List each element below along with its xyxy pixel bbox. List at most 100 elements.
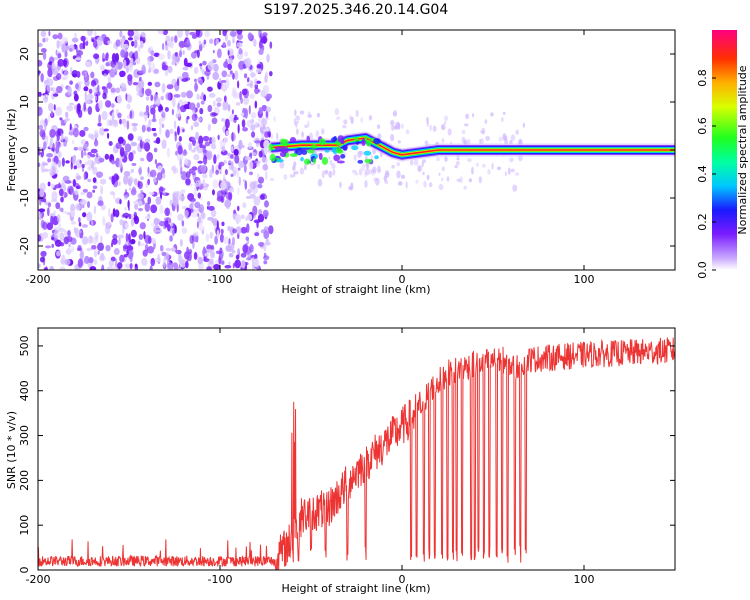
noise-blob <box>127 74 133 82</box>
noise-blob <box>197 213 200 217</box>
noise-blob <box>255 121 258 129</box>
noise-blob <box>80 192 86 196</box>
noise-blob <box>250 118 255 124</box>
noise-blob <box>240 214 245 220</box>
noise-blob <box>162 258 166 268</box>
noise-blob <box>107 75 112 84</box>
noise-blob <box>93 129 99 140</box>
noise-blob <box>150 223 155 227</box>
noise-blob <box>131 186 136 194</box>
noise-blob <box>236 33 243 41</box>
noise-blob <box>242 107 248 115</box>
noise-blob <box>254 160 261 164</box>
noise-blob <box>264 75 268 83</box>
noise-blob <box>156 172 163 181</box>
noise-blob <box>151 127 157 132</box>
noise-blob <box>216 153 220 160</box>
noise-blob <box>55 106 63 116</box>
colorbar-tick-label: 0.8 <box>696 69 709 87</box>
noise-blob <box>86 247 93 252</box>
noise-blob <box>39 256 45 263</box>
noise-blob <box>176 78 180 87</box>
noise-blob <box>329 159 333 166</box>
noise-blob <box>110 85 116 96</box>
noise-blob <box>67 230 71 237</box>
noise-blob <box>238 139 243 150</box>
noise-blob <box>197 192 202 199</box>
noise-blob <box>164 207 171 217</box>
x-tick-label: -200 <box>26 573 51 586</box>
noise-blob <box>222 41 226 48</box>
noise-blob <box>491 162 494 170</box>
signal-blob <box>373 137 381 145</box>
noise-blob <box>135 33 141 38</box>
noise-blob <box>454 165 458 169</box>
noise-blob <box>250 124 256 131</box>
noise-blob <box>92 185 98 189</box>
noise-blob <box>124 263 131 269</box>
noise-blob <box>444 156 448 162</box>
noise-blob <box>158 117 163 126</box>
noise-blob <box>73 146 79 151</box>
noise-blob <box>207 123 211 132</box>
signal-blob <box>313 158 317 164</box>
noise-blob <box>102 216 106 226</box>
noise-blob <box>390 133 395 142</box>
noise-blob <box>68 44 75 52</box>
noise-blob <box>119 70 126 77</box>
noise-blob <box>96 91 101 96</box>
noise-blob <box>81 236 89 245</box>
noise-blob <box>132 125 137 132</box>
noise-blob <box>509 157 514 163</box>
noise-blob <box>296 119 299 124</box>
noise-blob <box>100 234 103 245</box>
noise-blob <box>186 90 193 99</box>
noise-blob <box>63 70 69 81</box>
noise-blob <box>104 100 112 108</box>
noise-blob <box>76 229 82 234</box>
noise-blob <box>229 30 237 37</box>
noise-blob <box>104 153 110 160</box>
noise-blob <box>224 168 228 175</box>
noise-blob <box>200 164 207 173</box>
noise-blob <box>184 251 190 260</box>
noise-blob <box>53 229 61 239</box>
noise-blob <box>107 221 112 226</box>
noise-blob <box>242 202 247 209</box>
noise-blob <box>245 195 251 200</box>
noise-blob <box>166 147 171 158</box>
noise-blob <box>468 178 473 183</box>
noise-blob <box>228 245 234 253</box>
noise-blob <box>45 245 52 249</box>
noise-blob <box>246 223 250 234</box>
noise-blob <box>73 127 79 138</box>
noise-blob <box>77 244 82 251</box>
noise-blob <box>39 199 42 206</box>
noise-blob <box>236 205 240 212</box>
noise-blob <box>368 115 373 121</box>
noise-blob <box>157 30 165 35</box>
noise-blob <box>165 247 172 252</box>
noise-blob <box>349 115 352 120</box>
noise-blob <box>90 219 94 226</box>
noise-blob <box>262 84 270 94</box>
noise-blob <box>112 233 118 241</box>
noise-blob <box>241 144 245 149</box>
noise-blob <box>150 107 156 115</box>
noise-blob <box>295 115 301 121</box>
noise-blob <box>204 252 210 257</box>
noise-blob <box>111 175 116 185</box>
noise-blob <box>219 233 224 243</box>
noise-blob <box>79 250 84 260</box>
colorbar-ticks: 0.0 0.2 0.4 0.6 0.8 <box>696 69 716 279</box>
noise-blob <box>191 149 196 153</box>
noise-blob <box>238 47 243 55</box>
noise-blob <box>47 115 51 123</box>
noise-blob <box>52 93 59 97</box>
noise-blob <box>413 158 419 166</box>
noise-blob <box>218 164 222 170</box>
noise-blob <box>195 30 201 38</box>
noise-blob <box>455 160 460 166</box>
noise-blob <box>463 185 467 190</box>
noise-blob <box>48 61 53 65</box>
